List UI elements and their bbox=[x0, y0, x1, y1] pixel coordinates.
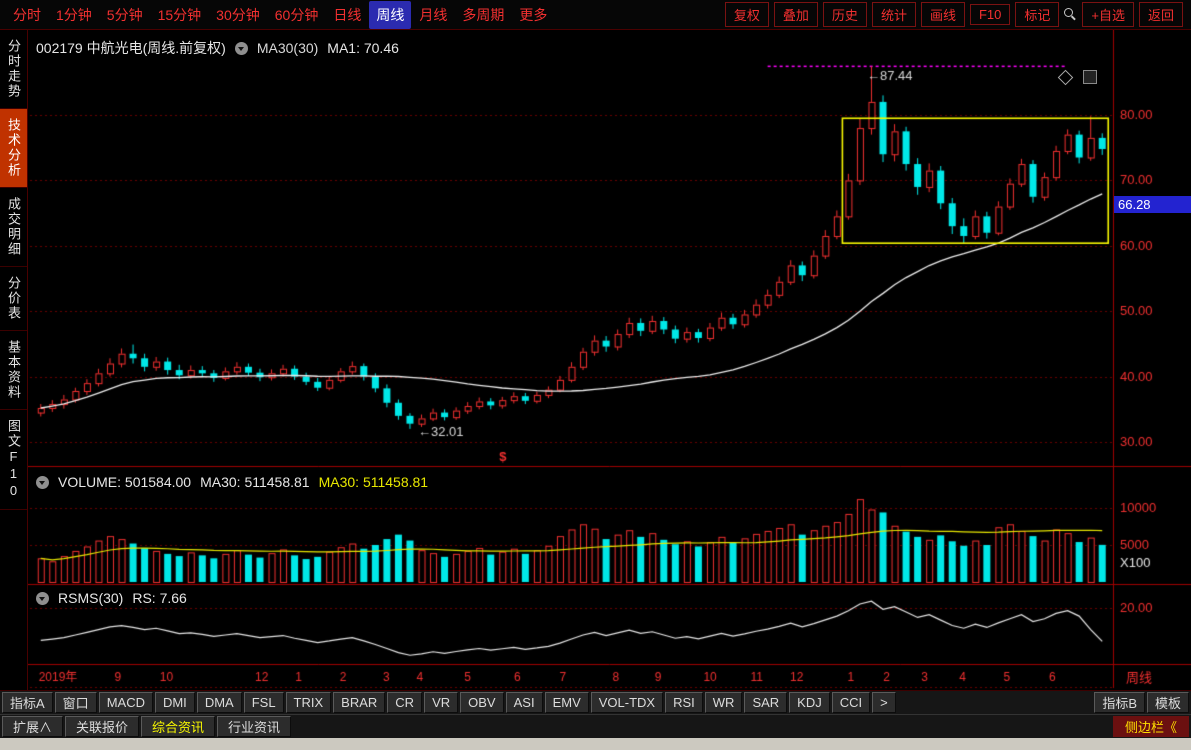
dma-button[interactable]: DMA bbox=[196, 692, 242, 713]
sidebar-f10-info[interactable]: 图文F10 bbox=[0, 410, 27, 510]
sidebar-toggle-button[interactable]: 侧边栏《 bbox=[1112, 716, 1189, 737]
more-indicators-arrow[interactable]: > bbox=[872, 692, 896, 713]
period-tabs: 分时 1分钟 5分钟 15分钟 30分钟 60分钟 日线 周线 月线 多周期 更多 bbox=[0, 0, 554, 29]
composite-news-tab[interactable]: 综合资讯 bbox=[141, 716, 216, 737]
left-sidebar: 分时走势 技术分析 成交明细 分价表 基本资料 图文F10 bbox=[0, 30, 28, 690]
indicator-a-button[interactable]: 指标A bbox=[2, 692, 53, 713]
vr-button[interactable]: VR bbox=[424, 692, 459, 713]
period-30min[interactable]: 30分钟 bbox=[216, 6, 260, 23]
collapse-volume-pane-icon[interactable] bbox=[36, 475, 49, 489]
period-multi[interactable]: 多周期 bbox=[462, 6, 505, 23]
industry-news-tab[interactable]: 行业资讯 bbox=[217, 716, 292, 737]
sar-button[interactable]: SAR bbox=[744, 692, 788, 713]
period-weekly[interactable]: 周线 bbox=[369, 0, 412, 29]
wr-button[interactable]: WR bbox=[704, 692, 743, 713]
chart-canvas[interactable] bbox=[28, 30, 1191, 690]
rsi-button[interactable]: RSI bbox=[665, 692, 703, 713]
cr-button[interactable]: CR bbox=[387, 692, 423, 713]
dmi-button[interactable]: DMI bbox=[154, 692, 195, 713]
fsl-button[interactable]: FSL bbox=[243, 692, 284, 713]
linked-quotes-tab[interactable]: 关联报价 bbox=[65, 716, 140, 737]
collapse-rsms-pane-icon[interactable] bbox=[36, 591, 49, 605]
sidebar-price-table[interactable]: 分价表 bbox=[0, 267, 27, 331]
sidebar-fundamentals[interactable]: 基本资料 bbox=[0, 331, 27, 410]
search-icon[interactable] bbox=[1064, 8, 1077, 21]
period-monthly[interactable]: 月线 bbox=[419, 6, 448, 23]
period-15min[interactable]: 15分钟 bbox=[157, 6, 202, 23]
draw-line-button[interactable]: 画线 bbox=[920, 2, 965, 27]
window-status-strip bbox=[0, 738, 1191, 750]
price-tag: 66.28 bbox=[1114, 196, 1191, 213]
asi-button[interactable]: ASI bbox=[505, 692, 543, 713]
footer-tabs: 扩展∧ 关联报价 综合资讯 行业资讯 bbox=[2, 716, 292, 737]
chart-area: 002179 中航光电(周线.前复权) MA30(30) MA1: 70.46 … bbox=[28, 30, 1191, 690]
adjust-price-button[interactable]: 复权 bbox=[724, 2, 769, 27]
add-to-watchlist-button[interactable]: +自选 bbox=[1082, 2, 1134, 27]
brar-button[interactable]: BRAR bbox=[333, 692, 386, 713]
mark-button[interactable]: 标记 bbox=[1015, 2, 1060, 27]
period-5min[interactable]: 5分钟 bbox=[106, 6, 143, 23]
more-periods-button[interactable]: 更多 bbox=[519, 6, 548, 23]
overlay-button[interactable]: 叠加 bbox=[773, 2, 818, 27]
kdj-button[interactable]: KDJ bbox=[789, 692, 830, 713]
f10-button[interactable]: F10 bbox=[969, 4, 1011, 25]
back-button[interactable]: 返回 bbox=[1138, 2, 1183, 27]
footer-bar: 扩展∧ 关联报价 综合资讯 行业资讯 侧边栏《 bbox=[0, 714, 1191, 738]
window-button[interactable]: 窗口 bbox=[54, 692, 97, 713]
obv-button[interactable]: OBV bbox=[460, 692, 504, 713]
macd-button[interactable]: MACD bbox=[98, 692, 153, 713]
statistics-button[interactable]: 统计 bbox=[871, 2, 916, 27]
square-mark-icon[interactable] bbox=[1083, 70, 1097, 84]
sidebar-technical-analysis[interactable]: 技术分析 bbox=[0, 109, 27, 188]
emv-button[interactable]: EMV bbox=[544, 692, 589, 713]
diamond-mark-icon[interactable] bbox=[1057, 69, 1074, 85]
indicator-bar: 指标A 窗口 MACD DMI DMA FSL TRIX BRAR CR VR OBV ASI EMV V… bbox=[0, 690, 1191, 714]
toolbar-actions: 复权 叠加 历史 统计 画线 F10 标记 +自选 返回 bbox=[724, 2, 1191, 27]
cci-button[interactable]: CCI bbox=[831, 692, 871, 713]
expand-tab[interactable]: 扩展∧ bbox=[2, 716, 64, 737]
sidebar-trade-details[interactable]: 成交明细 bbox=[0, 188, 27, 267]
top-toolbar: 分时 1分钟 5分钟 15分钟 30分钟 60分钟 日线 周线 月线 多周期 更多 复权 叠加 历史 统计… bbox=[0, 0, 1191, 30]
collapse-pane-icon[interactable] bbox=[234, 41, 248, 55]
indicator-buttons-right: 指标B 模板 bbox=[1094, 692, 1189, 713]
period-intraday[interactable]: 分时 bbox=[13, 6, 41, 23]
vol-tdx-button[interactable]: VOL-TDX bbox=[590, 692, 664, 713]
template-button[interactable]: 模板 bbox=[1146, 692, 1189, 713]
indicator-buttons: 指标A 窗口 MACD DMI DMA FSL TRIX BRAR CR VR OBV ASI EMV V… bbox=[2, 692, 896, 713]
history-button[interactable]: 历史 bbox=[822, 2, 867, 27]
indicator-b-button[interactable]: 指标B bbox=[1094, 692, 1145, 713]
period-1min[interactable]: 1分钟 bbox=[56, 6, 92, 23]
chart-marker-icons bbox=[1057, 69, 1097, 85]
period-daily[interactable]: 日线 bbox=[333, 6, 362, 23]
period-60min[interactable]: 60分钟 bbox=[274, 6, 319, 23]
trix-button[interactable]: TRIX bbox=[285, 692, 332, 713]
sidebar-intraday-trend[interactable]: 分时走势 bbox=[0, 30, 27, 109]
